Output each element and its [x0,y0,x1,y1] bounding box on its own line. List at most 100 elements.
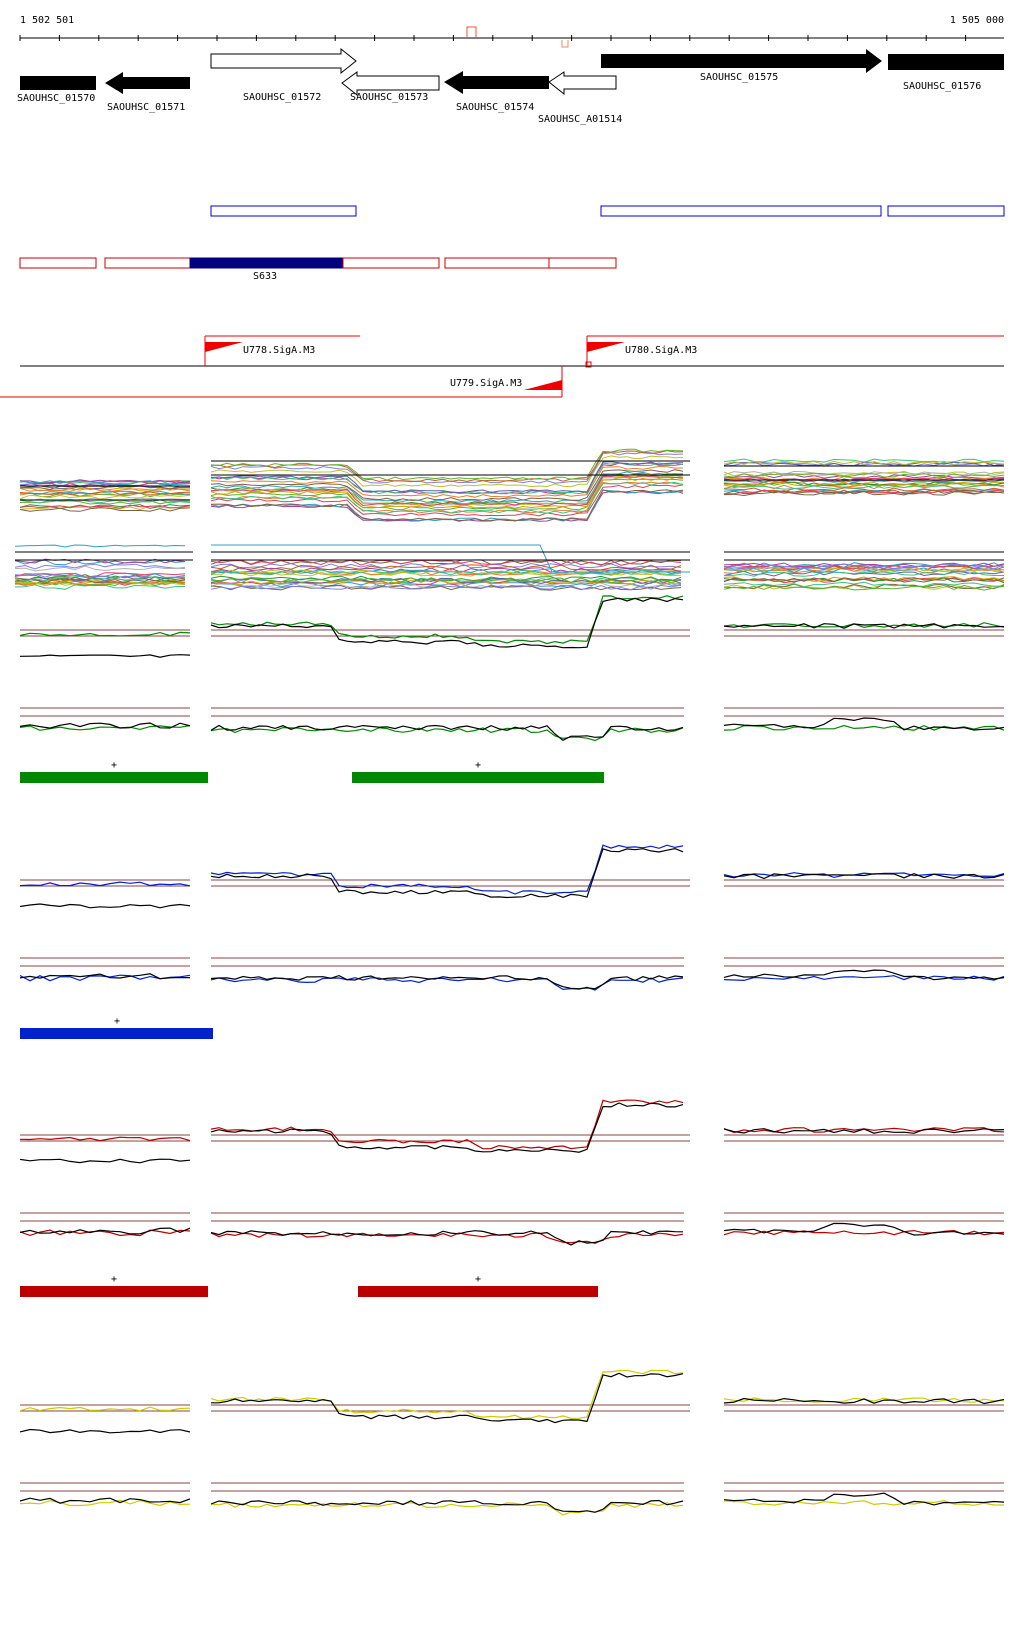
profile-line [723,581,1005,588]
profile-line [210,597,684,649]
coordinate-ruler: 1 502 501 1 505 000 [19,15,1004,48]
profile-line [210,724,684,742]
profile-line [210,462,684,495]
condition-group-red: + + [19,1099,1005,1297]
gene-label: SAOUHSC_01575 [700,72,778,83]
profile-line [211,1372,684,1424]
profile-line [723,472,1005,478]
condition-bar[interactable] [20,1286,208,1297]
profile-line [723,566,1005,573]
gene-saouhsc-01576[interactable]: SAOUHSC_01576 [888,54,1004,92]
profile-line [210,476,684,509]
profile-line [210,1369,684,1420]
promoter-u780[interactable]: U780.SigA.M3 [585,335,1004,368]
gene-saouhsc-01570[interactable]: SAOUHSC_01570 [17,76,96,104]
profile-line [19,1499,191,1507]
segment-box[interactable] [342,257,440,269]
profile-line [14,576,186,582]
profile-line [723,461,1005,467]
profile-line [210,448,684,481]
promoter-track: U778.SigA.M3 U779.SigA.M3 U780.SigA.M3 [0,335,1004,398]
condition-bar[interactable] [20,772,208,783]
gene-label: SAOUHSC_01572 [243,92,321,103]
profile-line [210,582,682,589]
profile-line [210,974,684,990]
gene-saouhsc-01571[interactable]: SAOUHSC_01571 [105,72,190,113]
profile-line [19,487,191,493]
segment-box[interactable] [444,257,550,269]
profile-line [210,595,684,645]
profile-line [19,1428,191,1434]
profile-line [210,474,684,507]
profile-line [14,580,186,587]
segment-box[interactable] [19,257,97,269]
segment-box[interactable] [210,205,357,217]
profile-line [19,490,191,495]
profile-line [210,1099,684,1150]
profile-line [210,577,682,584]
segment-box[interactable] [548,257,617,269]
gene-saouhsc-01575[interactable]: SAOUHSC_01575 [601,49,882,83]
segment-box[interactable] [104,257,191,269]
profile-line [19,724,191,731]
profile-line [723,471,1005,477]
profile-line [19,654,191,658]
multicolor-profile-panels [14,448,1005,591]
profile-line [210,584,682,591]
segment-box[interactable] [600,205,882,217]
ruler-marker-2 [561,40,569,48]
profile-line [723,1397,1005,1405]
profile-line [19,1136,191,1142]
profile-line [723,491,1005,497]
segment-track-blue [210,205,1005,217]
condition-bar[interactable] [20,1028,213,1039]
segment-track-red: S633 [19,257,617,282]
segment-s633[interactable] [189,257,344,269]
profile-line [19,881,191,887]
profile-line [19,722,191,729]
profile-line [210,455,684,488]
profile-line [210,579,682,586]
profile-line [14,544,186,548]
profile-line [210,584,682,591]
profile-line [723,969,1005,981]
gene-saouhsc-01573[interactable]: SAOUHSC_01573 [341,71,440,103]
profile-line [210,847,684,899]
profile-line [19,903,191,909]
profile-line [14,578,186,584]
condition-group-blue: + [19,844,1005,1039]
profile-line [210,481,684,514]
condition-mark: + [114,1016,120,1027]
profile-line [723,476,1005,481]
profile-line [723,487,1005,493]
condition-group-yellow [19,1369,1005,1516]
profile-line [20,479,191,484]
gene-label: SAOUHSC_01571 [107,102,185,113]
profile-line [19,492,191,498]
profile-line [210,577,682,584]
profile-line [723,975,1005,982]
profile-line [19,480,191,486]
profile-line [210,562,682,569]
profile-line [723,481,1005,487]
profile-line [14,565,186,572]
profile-line [19,504,191,509]
profile-line [19,507,191,512]
profile-line [210,481,684,514]
profile-line [210,1230,684,1246]
profile-line [19,494,191,500]
gene-saouhsc-01572[interactable]: SAOUHSC_01572 [210,47,357,103]
segment-box[interactable] [887,205,1005,217]
promoter-u778[interactable]: U778.SigA.M3 [204,335,360,366]
condition-bar[interactable] [352,772,604,783]
profile-line [210,569,682,576]
promoter-label: U780.SigA.M3 [625,345,697,356]
condition-bar[interactable] [358,1286,598,1297]
promoter-u779[interactable]: U779.SigA.M3 [0,366,563,398]
profile-line [19,1158,191,1164]
gene-label: SAOUHSC_01570 [17,93,95,104]
gene-saouhsc-01574[interactable]: SAOUHSC_01574 [444,71,549,113]
profile-panel [210,544,690,591]
profile-line [210,1499,684,1513]
gene-saouhsc-a01514[interactable]: SAOUHSC_A01514 [538,71,622,125]
